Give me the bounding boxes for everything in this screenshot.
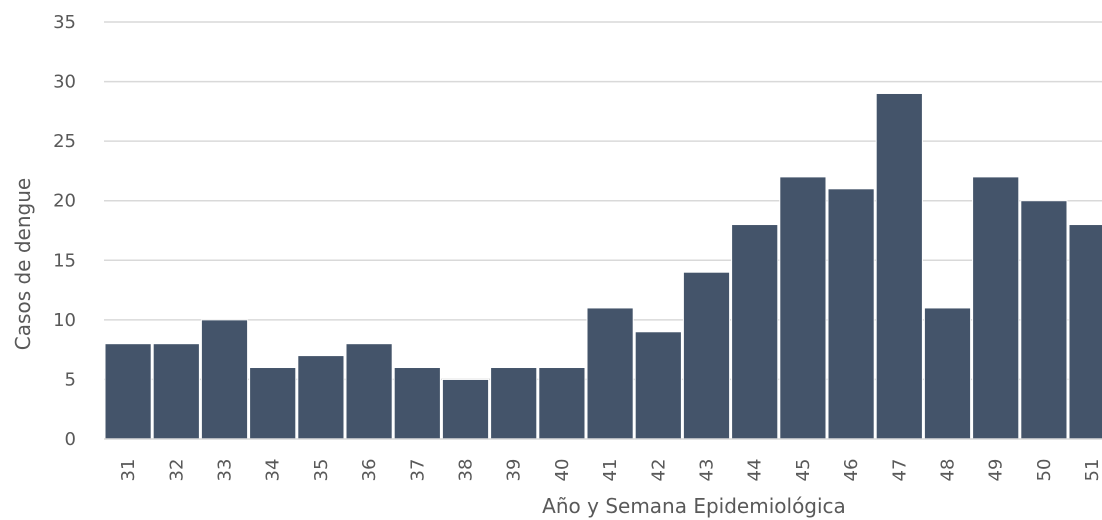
bar [972, 176, 1020, 440]
y-tick-label: 0 [65, 429, 76, 450]
x-tick-label: 51 [1082, 459, 1102, 482]
y-tick-label: 5 [65, 369, 76, 390]
x-axis-ticks: 31 32 33 34 35 36 37 38 39 40 41 42 43 44 45 46 47 48 49 50… [118, 459, 1102, 482]
bar [682, 271, 731, 440]
bar [152, 343, 200, 440]
x-tick-label: 38 [456, 459, 477, 482]
x-tick-label: 41 [600, 459, 621, 482]
bar [1020, 200, 1068, 440]
x-tick-label: 45 [793, 459, 814, 482]
bars [104, 92, 1102, 440]
bar [200, 319, 249, 440]
x-tick-label: 48 [938, 459, 959, 482]
x-tick-label: 43 [697, 459, 718, 482]
y-axis-ticks: 0 5 10 15 20 25 30 35 [53, 12, 76, 450]
x-tick-label: 33 [215, 459, 236, 482]
bar [827, 188, 875, 440]
bar [345, 343, 393, 440]
x-tick-label: 42 [648, 459, 669, 482]
x-tick-label: 46 [841, 459, 862, 482]
y-tick-label: 35 [53, 12, 76, 33]
x-axis-title: Año y Semana Epidemiológica [542, 494, 846, 518]
x-tick-label: 35 [311, 459, 332, 482]
x-tick-label: 50 [1034, 459, 1055, 482]
x-tick-label: 32 [166, 459, 187, 482]
bar [490, 367, 538, 440]
x-tick-label: 40 [552, 459, 573, 482]
bar [586, 307, 634, 440]
x-tick-label: 34 [263, 459, 284, 482]
x-tick-label: 44 [745, 459, 766, 482]
y-tick-label: 20 [53, 191, 76, 212]
bar [441, 378, 490, 440]
x-tick-label: 47 [889, 459, 910, 482]
bar [634, 331, 682, 440]
bar [923, 307, 972, 440]
gridlines [104, 21, 1102, 381]
x-tick-label: 31 [118, 459, 139, 482]
bar [731, 224, 779, 440]
y-tick-label: 30 [53, 72, 76, 93]
y-axis-title: Casos de dengue [11, 178, 35, 350]
x-tick-label: 39 [504, 459, 525, 482]
bar [297, 355, 345, 440]
bar [779, 176, 827, 440]
bar [249, 367, 297, 440]
bar [875, 92, 923, 440]
y-tick-label: 25 [53, 131, 76, 152]
x-tick-label: 37 [407, 459, 428, 482]
x-tick-label: 36 [359, 459, 380, 482]
bar [1068, 224, 1102, 440]
bar [538, 367, 586, 440]
bar [393, 367, 441, 440]
x-tick-label: 49 [986, 459, 1007, 482]
bar [104, 343, 152, 440]
y-tick-label: 15 [53, 250, 76, 271]
y-tick-label: 10 [53, 310, 76, 331]
